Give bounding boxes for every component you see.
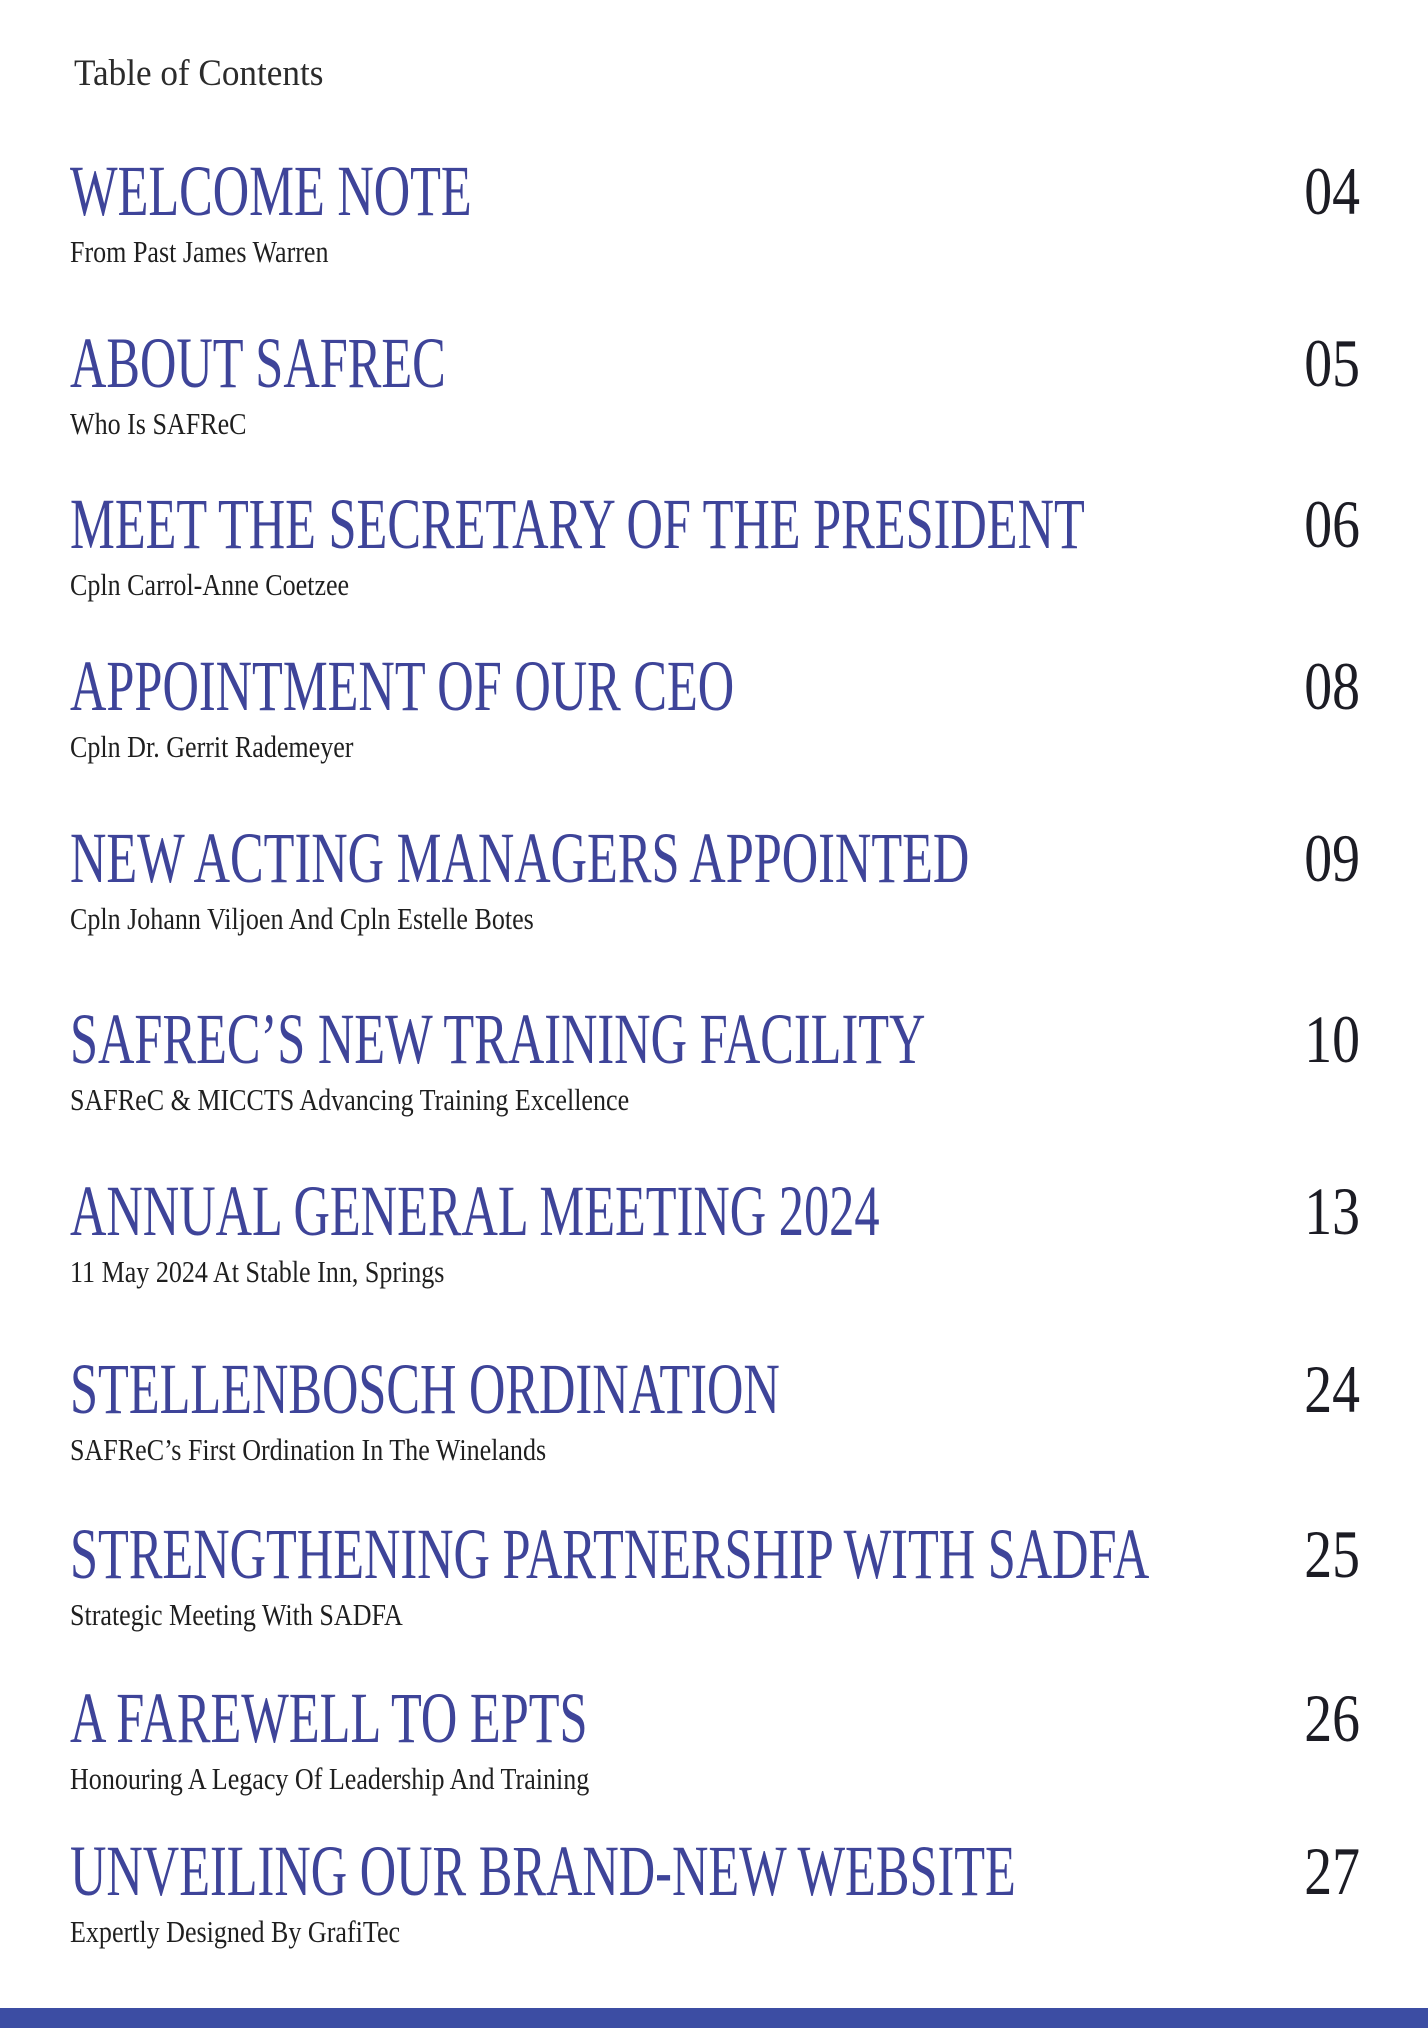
entry-subtitle: Honouring A Legacy Of Leadership And Tra… [70,1761,590,1796]
toc-entry[interactable]: SAFREC’S NEW TRAINING FACILITY SAFReC & … [70,999,1360,1122]
entry-title: APPOINTMENT OF OUR CEO [70,646,735,726]
toc-entry[interactable]: STRENGTHENING PARTNERSHIP WITH SADFA Str… [70,1514,1360,1637]
entry-subtitle: Expertly Designed By GrafiTec [70,1914,401,1949]
entry-subtitle: Cpln Dr. Gerrit Rademeyer [70,729,354,764]
entry-page-number: 08 [1304,648,1360,724]
toc-entry[interactable]: ANNUAL GENERAL MEETING 2024 11 May 2024 … [70,1171,1360,1294]
toc-entry[interactable]: MEET THE SECRETARY OF THE PRESIDENT Cpln… [70,484,1360,607]
entry-subtitle: SAFReC & MICCTS Advancing Training Excel… [70,1082,630,1117]
entry-title: ANNUAL GENERAL MEETING 2024 [70,1171,880,1251]
entry-subtitle: From Past James Warren [70,234,329,269]
entry-subtitle: SAFReC’s First Ordination In The Winelan… [70,1432,547,1467]
entry-title: NEW ACTING MANAGERS APPOINTED [70,818,970,898]
entry-page-number: 25 [1304,1516,1360,1592]
entry-page-number: 06 [1304,486,1360,562]
entry-page-number: 10 [1304,1001,1360,1077]
toc-entry[interactable]: APPOINTMENT OF OUR CEO Cpln Dr. Gerrit R… [70,646,1360,769]
entry-page-number: 13 [1304,1173,1360,1249]
entry-title: MEET THE SECRETARY OF THE PRESIDENT [70,484,1085,564]
entry-title: UNVEILING OUR BRAND-NEW WEBSITE [70,1831,1016,1911]
entry-subtitle: Strategic Meeting With SADFA [70,1597,403,1632]
toc-entry[interactable]: ABOUT SAFREC Who Is SAFReC 05 [70,323,1360,446]
entry-page-number: 27 [1304,1833,1360,1909]
toc-entry[interactable]: WELCOME NOTE From Past James Warren 04 [70,151,1360,274]
entry-subtitle: Who Is SAFReC [70,406,247,441]
entry-page-number: 24 [1304,1351,1360,1427]
toc-entry[interactable]: NEW ACTING MANAGERS APPOINTED Cpln Johan… [70,818,1360,941]
entry-title: A FAREWELL TO EPTS [70,1678,588,1758]
entry-page-number: 09 [1304,820,1360,896]
entry-title: STRENGTHENING PARTNERSHIP WITH SADFA [70,1514,1150,1594]
entry-title: STELLENBOSCH ORDINATION [70,1349,780,1429]
entry-subtitle: Cpln Carrol-Anne Coetzee [70,567,350,602]
entry-page-number: 04 [1304,153,1360,229]
entry-page-number: 26 [1304,1680,1360,1756]
entry-subtitle: 11 May 2024 At Stable Inn, Springs [70,1254,445,1289]
toc-entry[interactable]: STELLENBOSCH ORDINATION SAFReC’s First O… [70,1349,1360,1472]
toc-entry[interactable]: A FAREWELL TO EPTS Honouring A Legacy Of… [70,1678,1360,1801]
footer-accent-bar [0,2008,1428,2028]
page-title: Table of Contents [74,53,324,94]
toc-entry[interactable]: UNVEILING OUR BRAND-NEW WEBSITE Expertly… [70,1831,1360,1954]
entry-page-number: 05 [1304,325,1360,401]
entry-title: SAFREC’S NEW TRAINING FACILITY [70,999,926,1079]
entry-title: WELCOME NOTE [70,151,472,231]
entry-title: ABOUT SAFREC [70,323,446,403]
entry-subtitle: Cpln Johann Viljoen And Cpln Estelle Bot… [70,901,534,936]
